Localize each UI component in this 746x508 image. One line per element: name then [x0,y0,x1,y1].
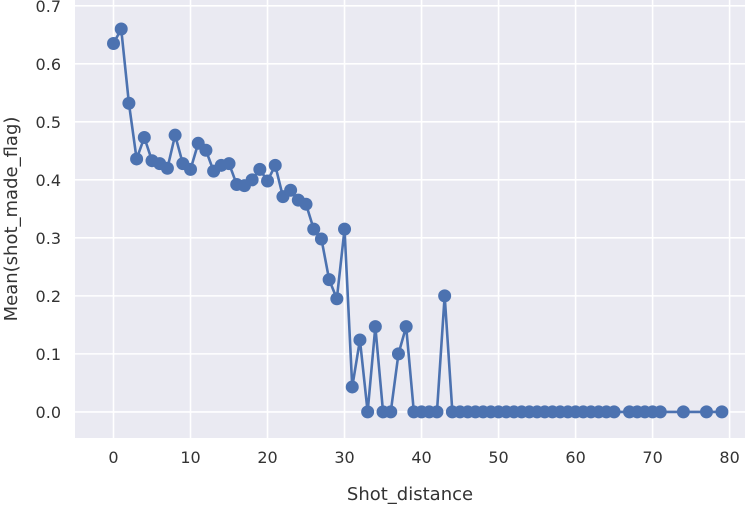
data-point [184,162,198,176]
y-axis-title: Mean(shot_made_flag) [1,117,22,322]
data-point [299,197,313,211]
x-tick-label: 60 [565,448,585,467]
data-point [399,320,413,334]
data-point [160,161,174,175]
data-point [114,22,128,36]
x-tick-label: 10 [180,448,200,467]
data-point [430,405,444,419]
y-tick-label: 0.4 [36,171,61,190]
data-point [699,405,713,419]
y-axis-tick-labels: 0.0 0.1 0.2 0.3 0.4 0.5 0.6 0.7 [36,0,61,422]
x-tick-label: 40 [411,448,431,467]
data-point [368,320,382,334]
data-point [384,405,398,419]
x-tick-label: 50 [488,448,508,467]
data-point [199,143,213,157]
y-tick-label: 0.1 [36,345,61,364]
data-point [345,380,359,394]
data-point [314,232,328,246]
vertical-gridlines [112,0,731,438]
data-point [137,130,151,144]
y-tick-label: 0.5 [36,113,61,132]
data-point [307,222,321,236]
x-axis-tick-labels: 0 10 20 30 40 50 60 70 80 [108,448,739,467]
data-point [107,37,121,51]
data-point [361,405,375,419]
data-point [715,405,729,419]
x-tick-label: 70 [642,448,662,467]
data-point [438,289,452,303]
x-axis-title: Shot_distance [347,484,473,505]
data-point [338,222,352,236]
data-point [245,173,259,187]
x-tick-label: 80 [719,448,739,467]
x-tick-label: 30 [334,448,354,467]
data-point [322,273,336,287]
data-point [168,128,182,142]
series-markers [107,22,729,419]
y-tick-label: 0.3 [36,229,61,248]
data-point [607,405,621,419]
data-point [253,162,267,176]
data-point [130,152,144,166]
y-tick-label: 0.6 [36,55,61,74]
data-point [653,405,667,419]
data-point [222,157,236,171]
data-point [353,333,367,347]
data-point [284,183,298,197]
data-point [261,174,275,188]
x-tick-label: 0 [108,448,118,467]
data-point [122,96,136,110]
data-point [330,292,344,306]
y-tick-label: 0.7 [36,0,61,16]
x-tick-label: 20 [257,448,277,467]
y-tick-label: 0.0 [36,403,61,422]
data-point [676,405,690,419]
y-tick-label: 0.2 [36,287,61,306]
data-point [391,347,405,361]
data-point [268,158,282,172]
